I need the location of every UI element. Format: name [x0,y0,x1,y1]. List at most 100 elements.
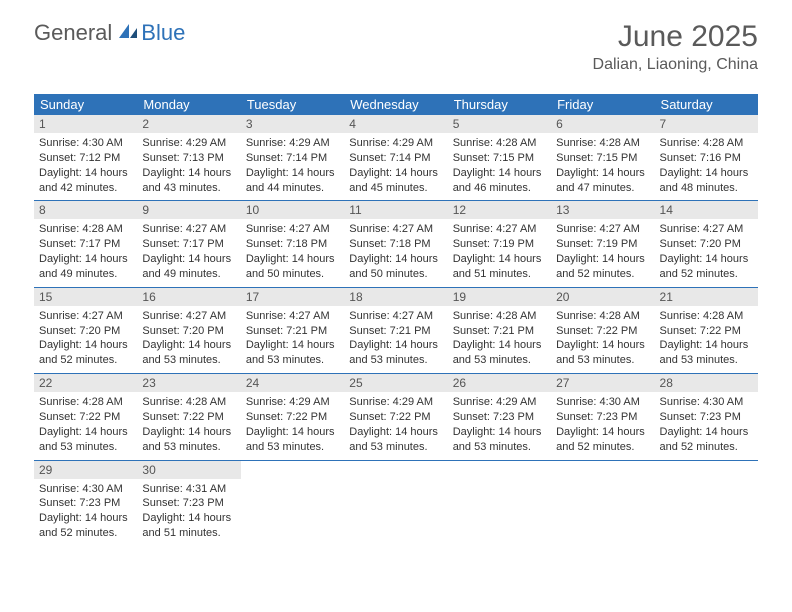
calendar-row: 15Sunrise: 4:27 AMSunset: 7:20 PMDayligh… [34,287,758,373]
title-block: June 2025 Dalian, Liaoning, China [593,20,758,74]
weekday-header: Wednesday [344,94,447,115]
calendar-cell: 28Sunrise: 4:30 AMSunset: 7:23 PMDayligh… [655,374,758,460]
calendar-cell: 16Sunrise: 4:27 AMSunset: 7:20 PMDayligh… [137,287,240,373]
calendar-cell: 2Sunrise: 4:29 AMSunset: 7:13 PMDaylight… [137,115,240,201]
day-data: Sunrise: 4:27 AMSunset: 7:18 PMDaylight:… [344,219,447,286]
page-header: General Blue June 2025 Dalian, Liaoning,… [0,0,792,82]
day-number: 10 [241,201,344,219]
calendar-row: 29Sunrise: 4:30 AMSunset: 7:23 PMDayligh… [34,460,758,546]
day-number: 20 [551,288,654,306]
day-data: Sunrise: 4:27 AMSunset: 7:20 PMDaylight:… [655,219,758,286]
calendar-row: 1Sunrise: 4:30 AMSunset: 7:12 PMDaylight… [34,115,758,201]
calendar-cell: 29Sunrise: 4:30 AMSunset: 7:23 PMDayligh… [34,460,137,546]
calendar-cell: 30Sunrise: 4:31 AMSunset: 7:23 PMDayligh… [137,460,240,546]
day-number: 25 [344,374,447,392]
calendar-cell [241,460,344,546]
calendar-cell: 25Sunrise: 4:29 AMSunset: 7:22 PMDayligh… [344,374,447,460]
calendar-cell: 19Sunrise: 4:28 AMSunset: 7:21 PMDayligh… [448,287,551,373]
day-data: Sunrise: 4:28 AMSunset: 7:16 PMDaylight:… [655,133,758,200]
day-number: 1 [34,115,137,133]
calendar-cell: 5Sunrise: 4:28 AMSunset: 7:15 PMDaylight… [448,115,551,201]
day-data: Sunrise: 4:28 AMSunset: 7:22 PMDaylight:… [655,306,758,373]
day-data: Sunrise: 4:29 AMSunset: 7:14 PMDaylight:… [344,133,447,200]
day-number: 2 [137,115,240,133]
day-data: Sunrise: 4:29 AMSunset: 7:22 PMDaylight:… [241,392,344,459]
day-number: 16 [137,288,240,306]
calendar-cell: 27Sunrise: 4:30 AMSunset: 7:23 PMDayligh… [551,374,654,460]
day-data: Sunrise: 4:27 AMSunset: 7:17 PMDaylight:… [137,219,240,286]
calendar-cell: 7Sunrise: 4:28 AMSunset: 7:16 PMDaylight… [655,115,758,201]
day-number: 22 [34,374,137,392]
calendar-cell: 24Sunrise: 4:29 AMSunset: 7:22 PMDayligh… [241,374,344,460]
day-number: 3 [241,115,344,133]
day-data: Sunrise: 4:28 AMSunset: 7:15 PMDaylight:… [448,133,551,200]
logo-text-general: General [34,20,112,46]
day-data: Sunrise: 4:30 AMSunset: 7:12 PMDaylight:… [34,133,137,200]
day-number: 9 [137,201,240,219]
day-number: 4 [344,115,447,133]
day-data: Sunrise: 4:27 AMSunset: 7:21 PMDaylight:… [344,306,447,373]
day-number: 29 [34,461,137,479]
day-data: Sunrise: 4:30 AMSunset: 7:23 PMDaylight:… [551,392,654,459]
calendar-cell [448,460,551,546]
day-data: Sunrise: 4:28 AMSunset: 7:15 PMDaylight:… [551,133,654,200]
day-data: Sunrise: 4:27 AMSunset: 7:19 PMDaylight:… [551,219,654,286]
calendar-cell: 10Sunrise: 4:27 AMSunset: 7:18 PMDayligh… [241,201,344,287]
logo-text-blue: Blue [141,20,185,46]
day-number: 24 [241,374,344,392]
day-data: Sunrise: 4:29 AMSunset: 7:22 PMDaylight:… [344,392,447,459]
day-number: 7 [655,115,758,133]
location-text: Dalian, Liaoning, China [593,56,758,74]
day-data: Sunrise: 4:27 AMSunset: 7:18 PMDaylight:… [241,219,344,286]
calendar-cell: 22Sunrise: 4:28 AMSunset: 7:22 PMDayligh… [34,374,137,460]
calendar-cell: 15Sunrise: 4:27 AMSunset: 7:20 PMDayligh… [34,287,137,373]
day-data: Sunrise: 4:27 AMSunset: 7:20 PMDaylight:… [137,306,240,373]
calendar-cell: 17Sunrise: 4:27 AMSunset: 7:21 PMDayligh… [241,287,344,373]
day-data: Sunrise: 4:28 AMSunset: 7:21 PMDaylight:… [448,306,551,373]
day-number: 28 [655,374,758,392]
calendar-cell [655,460,758,546]
calendar-row: 22Sunrise: 4:28 AMSunset: 7:22 PMDayligh… [34,374,758,460]
day-data: Sunrise: 4:30 AMSunset: 7:23 PMDaylight:… [34,479,137,546]
month-title: June 2025 [593,20,758,54]
day-data: Sunrise: 4:29 AMSunset: 7:14 PMDaylight:… [241,133,344,200]
day-number: 26 [448,374,551,392]
day-number: 13 [551,201,654,219]
day-data: Sunrise: 4:29 AMSunset: 7:13 PMDaylight:… [137,133,240,200]
weekday-header: Tuesday [241,94,344,115]
calendar-cell: 13Sunrise: 4:27 AMSunset: 7:19 PMDayligh… [551,201,654,287]
calendar-cell: 18Sunrise: 4:27 AMSunset: 7:21 PMDayligh… [344,287,447,373]
calendar-cell: 23Sunrise: 4:28 AMSunset: 7:22 PMDayligh… [137,374,240,460]
day-number: 19 [448,288,551,306]
day-number: 12 [448,201,551,219]
calendar-cell: 12Sunrise: 4:27 AMSunset: 7:19 PMDayligh… [448,201,551,287]
day-number: 17 [241,288,344,306]
day-data: Sunrise: 4:29 AMSunset: 7:23 PMDaylight:… [448,392,551,459]
day-data: Sunrise: 4:27 AMSunset: 7:21 PMDaylight:… [241,306,344,373]
calendar-cell: 20Sunrise: 4:28 AMSunset: 7:22 PMDayligh… [551,287,654,373]
day-number: 23 [137,374,240,392]
day-data: Sunrise: 4:27 AMSunset: 7:20 PMDaylight:… [34,306,137,373]
day-data: Sunrise: 4:28 AMSunset: 7:22 PMDaylight:… [34,392,137,459]
calendar-cell: 3Sunrise: 4:29 AMSunset: 7:14 PMDaylight… [241,115,344,201]
day-data: Sunrise: 4:27 AMSunset: 7:19 PMDaylight:… [448,219,551,286]
weekday-header: Monday [137,94,240,115]
weekday-header: Friday [551,94,654,115]
day-number: 11 [344,201,447,219]
logo: General Blue [34,20,185,46]
day-number: 6 [551,115,654,133]
calendar-row: 8Sunrise: 4:28 AMSunset: 7:17 PMDaylight… [34,201,758,287]
day-data: Sunrise: 4:28 AMSunset: 7:17 PMDaylight:… [34,219,137,286]
calendar-cell: 1Sunrise: 4:30 AMSunset: 7:12 PMDaylight… [34,115,137,201]
logo-sail-icon [117,22,139,45]
calendar-cell: 26Sunrise: 4:29 AMSunset: 7:23 PMDayligh… [448,374,551,460]
weekday-header: Thursday [448,94,551,115]
calendar-cell [344,460,447,546]
weekday-header: Saturday [655,94,758,115]
calendar-cell: 11Sunrise: 4:27 AMSunset: 7:18 PMDayligh… [344,201,447,287]
calendar-cell: 9Sunrise: 4:27 AMSunset: 7:17 PMDaylight… [137,201,240,287]
day-number: 30 [137,461,240,479]
weekday-header: Sunday [34,94,137,115]
calendar-cell: 6Sunrise: 4:28 AMSunset: 7:15 PMDaylight… [551,115,654,201]
calendar-table: Sunday Monday Tuesday Wednesday Thursday… [34,94,758,546]
